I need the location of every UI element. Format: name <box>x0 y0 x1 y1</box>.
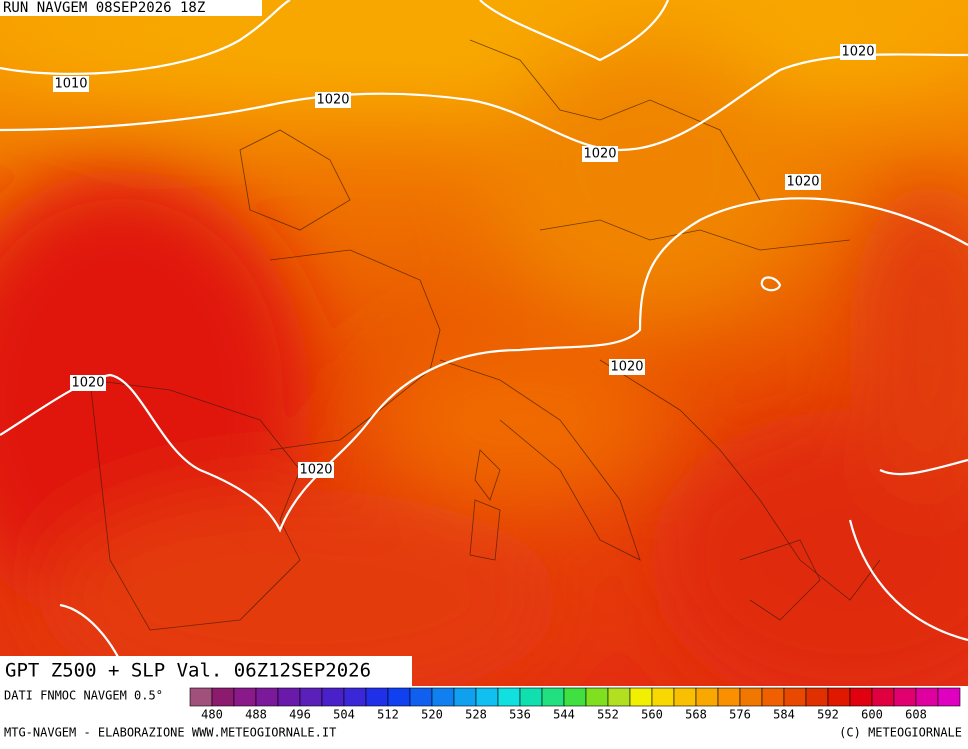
colorbar-swatch <box>211 687 235 707</box>
colorbar-swatch <box>541 687 565 707</box>
colorbar-swatch <box>893 687 917 707</box>
colorbar-label: 520 <box>421 708 443 722</box>
isobar-label: 1020 <box>786 175 819 190</box>
colorbar-swatch <box>409 687 433 707</box>
map-title: GPT Z500 + SLP Val. 06Z12SEP2026 <box>5 660 371 682</box>
isobar-label: 1020 <box>316 93 349 108</box>
isobar-label-box <box>609 359 645 375</box>
colorbar-label: 504 <box>333 708 355 722</box>
colorbar-swatch <box>915 687 939 707</box>
colorbar-label: 568 <box>685 708 707 722</box>
colorbar-label: 584 <box>773 708 795 722</box>
colorbar-label: 528 <box>465 708 487 722</box>
colorbar-swatch <box>695 687 719 707</box>
colorbar-label: 544 <box>553 708 575 722</box>
colorbar-swatch <box>233 687 257 707</box>
colorbar-swatch <box>849 687 873 707</box>
isobars <box>0 0 968 686</box>
footer-right: (C) METEOGIORNALE <box>839 726 962 740</box>
colorbar-label: 512 <box>377 708 399 722</box>
map-field: 1010 1020 1020 1020 1020 1020 1020 1020 <box>0 0 968 686</box>
colorbar-swatch <box>805 687 829 707</box>
source-label: DATI FNMOC NAVGEM 0.5° <box>4 689 163 703</box>
colorbar-swatch <box>739 687 763 707</box>
colorbar-swatch <box>475 687 499 707</box>
colorbar-swatch <box>497 687 521 707</box>
isobar-label: 1020 <box>583 147 616 162</box>
isobar-label: 1010 <box>54 77 87 92</box>
colorbar-label: 552 <box>597 708 619 722</box>
colorbar-label: 608 <box>905 708 927 722</box>
isobar-label-box <box>582 146 618 162</box>
colorbar: 480 488 496 504 512 520 528 536 544 552 560 568 576 5… <box>189 687 961 722</box>
coastlines <box>89 39 881 631</box>
run-box <box>0 0 262 16</box>
colorbar-label: 480 <box>201 708 223 722</box>
colorbar-swatch <box>519 687 543 707</box>
colorbar-swatch <box>651 687 675 707</box>
colorbar-swatch <box>387 687 411 707</box>
isobar-label-box <box>70 375 106 391</box>
footer-left: MTG-NAVGEM - ELABORAZIONE WWW.METEOGIORN… <box>4 726 336 740</box>
run-label: RUN NAVGEM 08SEP2026 18Z <box>3 0 205 16</box>
colorbar-swatch <box>607 687 631 707</box>
colorbar-swatch <box>277 687 301 707</box>
colorbar-label: 576 <box>729 708 751 722</box>
isobar-labels: 1010 1020 1020 1020 1020 1020 1020 1020 <box>53 44 876 478</box>
colorbar-label: 592 <box>817 708 839 722</box>
colorbar-swatch <box>299 687 323 707</box>
colorbar-swatch <box>343 687 367 707</box>
colorbar-label: 536 <box>509 708 531 722</box>
isobar-label-box <box>785 174 821 190</box>
colorbar-swatch <box>871 687 895 707</box>
colorbar-swatch <box>783 687 807 707</box>
isobar-label-box <box>840 44 876 60</box>
colorbar-label: 488 <box>245 708 267 722</box>
colorbar-swatch <box>431 687 455 707</box>
colorbar-swatch <box>321 687 345 707</box>
isobar-label: 1020 <box>610 360 643 375</box>
colorbar-swatch <box>563 687 587 707</box>
colorbar-swatch <box>827 687 851 707</box>
title-box <box>0 656 412 686</box>
colorbar-swatch <box>937 687 961 707</box>
colorbar-swatch <box>453 687 477 707</box>
isobar-label-box <box>53 76 89 92</box>
colorbar-label: 560 <box>641 708 663 722</box>
isobar-label-box <box>315 92 351 108</box>
isobar-label-box <box>298 462 334 478</box>
colorbar-swatch <box>585 687 609 707</box>
colorbar-label: 496 <box>289 708 311 722</box>
colorbar-swatch <box>629 687 653 707</box>
colorbar-swatch <box>761 687 785 707</box>
colorbar-swatch <box>255 687 279 707</box>
colorbar-swatch <box>365 687 389 707</box>
colorbar-label: 600 <box>861 708 883 722</box>
colorbar-swatch <box>717 687 741 707</box>
isobar-label: 1020 <box>71 376 104 391</box>
isobar-label: 1020 <box>841 45 874 60</box>
isobar-label: 1020 <box>299 463 332 478</box>
colorbar-swatch <box>673 687 697 707</box>
colorbar-swatch <box>189 687 213 707</box>
